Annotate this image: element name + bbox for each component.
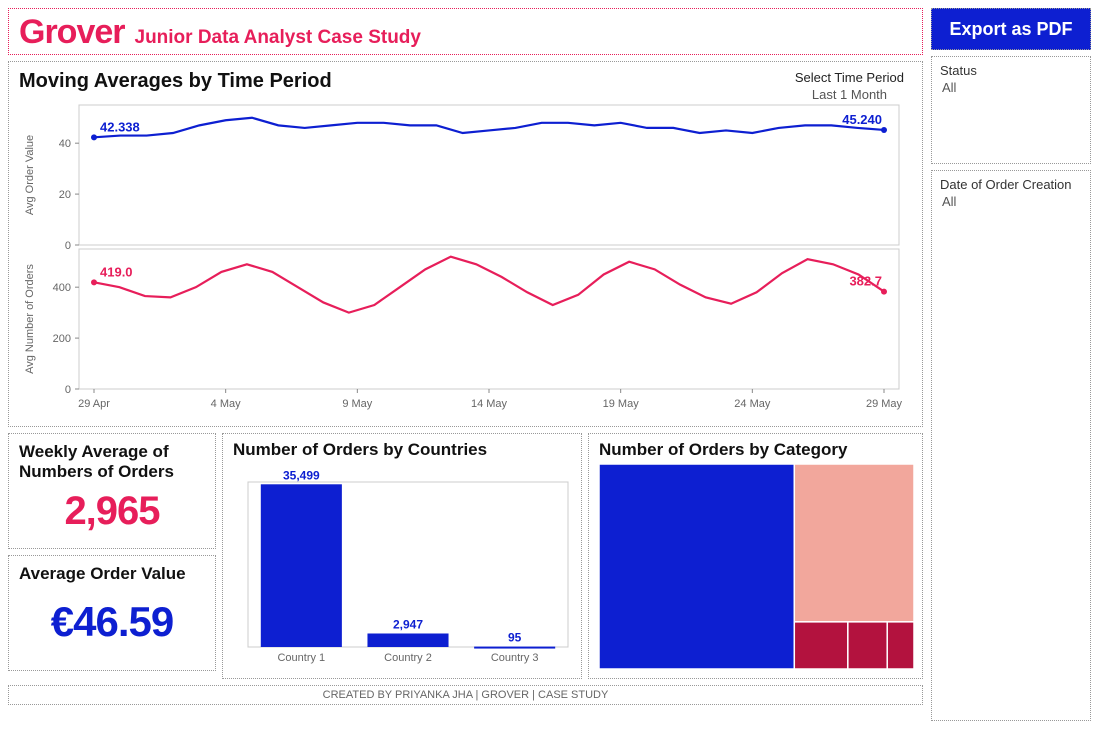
category-treemap bbox=[599, 464, 914, 669]
svg-text:2,947: 2,947 bbox=[393, 617, 423, 631]
svg-text:419.0: 419.0 bbox=[100, 264, 133, 279]
filter-status[interactable]: Status All bbox=[931, 56, 1091, 164]
svg-text:4 May: 4 May bbox=[211, 398, 241, 410]
svg-text:35,499: 35,499 bbox=[283, 468, 320, 482]
filter-status-value: All bbox=[940, 80, 1082, 95]
kpi-aov: Average Order Value €46.59 bbox=[8, 555, 216, 671]
dashboard-header: Grover Junior Data Analyst Case Study bbox=[8, 8, 923, 55]
svg-text:Avg Number of Orders: Avg Number of Orders bbox=[24, 264, 36, 374]
svg-text:40: 40 bbox=[59, 138, 71, 150]
countries-chart-panel: Number of Orders by Countries 35,499 Coun… bbox=[222, 433, 582, 679]
countries-chart-title: Number of Orders by Countries bbox=[233, 440, 571, 460]
filter-date-label: Date of Order Creation bbox=[940, 177, 1082, 192]
countries-bar-chart: 35,499 Country 1 2,947 Country 2 95 Country 3 bbox=[233, 464, 573, 669]
svg-text:42.338: 42.338 bbox=[100, 119, 140, 134]
svg-text:382.7: 382.7 bbox=[849, 274, 882, 289]
brand-title: Grover bbox=[19, 13, 125, 52]
svg-text:45.240: 45.240 bbox=[842, 112, 882, 127]
footer-credit: CREATED BY PRIYANKA JHA | GROVER | CASE … bbox=[8, 685, 923, 705]
category-chart-panel: Number of Orders by Category bbox=[588, 433, 923, 679]
kpi-aov-title: Average Order Value bbox=[19, 564, 205, 584]
svg-text:Country 1: Country 1 bbox=[277, 652, 325, 664]
svg-text:Avg Order Value: Avg Order Value bbox=[24, 135, 36, 215]
kpi-aov-value: €46.59 bbox=[19, 598, 205, 646]
svg-text:95: 95 bbox=[508, 631, 522, 645]
svg-text:Country 3: Country 3 bbox=[491, 652, 539, 664]
svg-text:0: 0 bbox=[65, 240, 71, 252]
kpi-weekly-orders: Weekly Average of Numbers of Orders 2,96… bbox=[8, 433, 216, 549]
svg-text:200: 200 bbox=[53, 333, 71, 345]
svg-text:0: 0 bbox=[65, 384, 71, 396]
filter-date-value: All bbox=[940, 194, 1082, 209]
category-chart-title: Number of Orders by Category bbox=[599, 440, 912, 460]
svg-text:14 May: 14 May bbox=[471, 398, 508, 410]
svg-text:Country 2: Country 2 bbox=[384, 652, 432, 664]
svg-text:19 May: 19 May bbox=[603, 398, 640, 410]
kpi-weekly-title-2: Numbers of Orders bbox=[19, 462, 205, 482]
filter-status-label: Status bbox=[940, 63, 1082, 78]
svg-text:29 May: 29 May bbox=[866, 398, 903, 410]
moving-averages-chart: 0 20 40 Avg Order Value 42.338 45.240 0 200 400 A… bbox=[19, 97, 914, 417]
time-period-value: Last 1 Month bbox=[795, 87, 904, 102]
svg-text:9 May: 9 May bbox=[342, 398, 372, 410]
svg-text:400: 400 bbox=[53, 282, 71, 294]
time-period-selector[interactable]: Select Time Period Last 1 Month bbox=[795, 70, 904, 102]
svg-text:20: 20 bbox=[59, 189, 71, 201]
moving-averages-panel: Moving Averages by Time Period Select Ti… bbox=[8, 61, 923, 427]
filter-date[interactable]: Date of Order Creation All bbox=[931, 170, 1091, 721]
kpi-weekly-title-1: Weekly Average of bbox=[19, 442, 205, 462]
time-period-label: Select Time Period bbox=[795, 70, 904, 85]
dashboard-subtitle: Junior Data Analyst Case Study bbox=[135, 27, 421, 49]
svg-text:29 Apr: 29 Apr bbox=[78, 398, 110, 410]
export-pdf-button[interactable]: Export as PDF bbox=[931, 8, 1091, 50]
svg-text:24 May: 24 May bbox=[734, 398, 771, 410]
moving-averages-title: Moving Averages by Time Period bbox=[19, 70, 912, 93]
kpi-weekly-value: 2,965 bbox=[19, 489, 205, 534]
